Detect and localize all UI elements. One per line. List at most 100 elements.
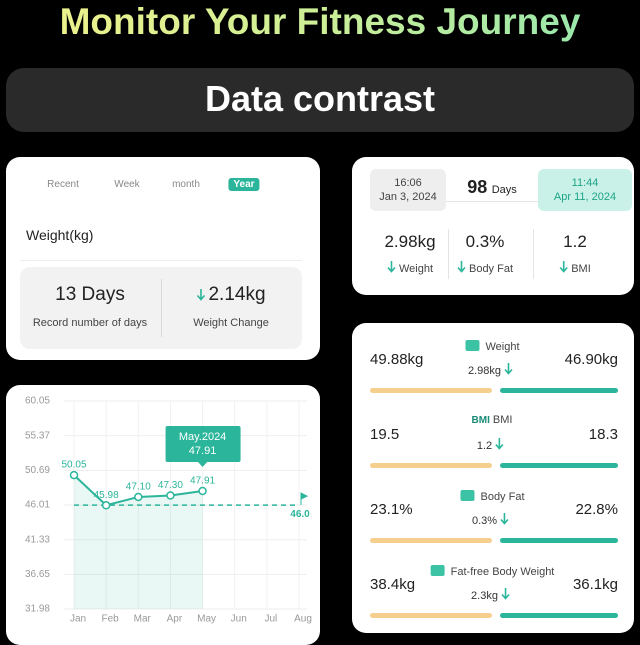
x-tick-label: May bbox=[197, 614, 216, 625]
x-tick-label: Aug bbox=[294, 614, 312, 625]
y-tick-label: 55.37 bbox=[25, 430, 50, 441]
row-icon: BMI bbox=[471, 415, 490, 426]
stat-label: Record number of days bbox=[32, 317, 148, 329]
row-change: 0.3% bbox=[472, 513, 512, 527]
x-tick-label: Apr bbox=[167, 614, 183, 625]
duration-value: 98 bbox=[467, 177, 488, 197]
stat-value-text: 13 Days bbox=[55, 284, 125, 305]
point bbox=[101, 501, 111, 510]
row-icon bbox=[430, 565, 445, 576]
change-label-text: Body Fat bbox=[468, 263, 514, 275]
down-arrow bbox=[559, 261, 568, 273]
tab[interactable]: Week bbox=[114, 179, 140, 190]
divider bbox=[448, 229, 449, 279]
target-flag bbox=[300, 492, 309, 506]
summary-card: Weight(kg) 13 Days Record number of days 2… bbox=[6, 157, 320, 360]
point bbox=[166, 491, 175, 500]
x-tick-label: Jul bbox=[264, 614, 277, 625]
row-start: 23.1% bbox=[370, 501, 413, 518]
end-date: Apr 11, 2024 bbox=[553, 191, 617, 203]
tooltip-value: 47.91 bbox=[189, 445, 217, 457]
down-arrow bbox=[495, 438, 504, 450]
row-label: Weight bbox=[485, 341, 520, 353]
x-tick-label: Feb bbox=[102, 614, 120, 625]
x-tick-label: Mar bbox=[134, 614, 152, 625]
value-label: 47.91 bbox=[190, 476, 215, 487]
change-value: 1.2 bbox=[563, 232, 587, 251]
period-card: 16:06 Jan 3, 2024 11:44 Apr 11, 2024 98 … bbox=[352, 157, 634, 295]
down-arrow bbox=[500, 513, 509, 525]
stat-value-text: 2.14kg bbox=[208, 284, 266, 305]
row-label: Body Fat bbox=[480, 491, 525, 503]
tooltip-title: May.2024 bbox=[179, 431, 227, 443]
change-label-text: Weight bbox=[398, 263, 434, 275]
row-change-text: 0.3% bbox=[471, 515, 498, 527]
row-end: 46.90kg bbox=[564, 351, 618, 368]
down-arrow bbox=[504, 363, 513, 375]
y-tick-label: 60.05 bbox=[25, 396, 50, 407]
y-tick-label: 41.33 bbox=[25, 534, 50, 545]
row-label: Fat-free Body Weight bbox=[450, 566, 555, 578]
row-heading: Body Fat bbox=[459, 489, 525, 503]
row-label: BMI bbox=[492, 414, 513, 426]
banner: Data contrast bbox=[6, 68, 634, 132]
row-change-text: 1.2 bbox=[476, 440, 493, 452]
row-change: 2.3kg bbox=[471, 588, 513, 602]
separator bbox=[20, 260, 302, 261]
start-bar bbox=[370, 613, 492, 618]
stat-value: 2.14kg bbox=[196, 284, 266, 306]
value-label: 47.10 bbox=[126, 482, 151, 493]
target-label: 46.0 bbox=[290, 509, 310, 520]
row-change-text: 2.3kg bbox=[471, 590, 498, 602]
end-bar bbox=[500, 613, 618, 618]
tab[interactable]: Year bbox=[228, 178, 260, 191]
y-tick-label: 31.98 bbox=[25, 604, 50, 615]
duration: 98 Days bbox=[467, 177, 517, 198]
start-box bbox=[370, 169, 446, 211]
row-start: 49.88kg bbox=[370, 351, 424, 368]
y-tick-label: 46.01 bbox=[25, 500, 50, 511]
row-end: 22.8% bbox=[575, 501, 618, 518]
x-tick-label: Jan bbox=[70, 614, 86, 625]
start-time: 16:06 bbox=[394, 177, 422, 189]
row-icon bbox=[460, 490, 475, 501]
end-bar bbox=[500, 388, 618, 393]
stats-box: 13 Days Record number of days 2.14kg Weight… bbox=[20, 267, 302, 349]
chart: 60.05 55.37 50.69 46.01 41.33 36.65 31.98 Jan Fe… bbox=[25, 396, 312, 625]
comparison-card: 49.88kg 46.90kg Weight 2.98kg 19.5 18.3 BMI BMI… bbox=[352, 323, 634, 633]
page-title: Monitor Your Fitness Journey bbox=[0, 0, 640, 44]
divider bbox=[533, 229, 534, 279]
change-label: Body Fat bbox=[457, 261, 513, 275]
point bbox=[134, 492, 143, 502]
tab[interactable]: month bbox=[172, 179, 200, 190]
chart-card: 60.05 55.37 50.69 46.01 41.33 36.65 31.98 Jan Fe… bbox=[6, 385, 320, 645]
value-label: 45.98 bbox=[94, 490, 119, 501]
row-icon bbox=[465, 340, 480, 351]
start-bar bbox=[370, 463, 492, 468]
duration-unit: Days bbox=[491, 184, 517, 196]
value-label: 50.05 bbox=[61, 460, 86, 471]
end-time: 11:44 bbox=[571, 177, 599, 189]
separator bbox=[446, 201, 538, 202]
x-tick-label: Jun bbox=[231, 614, 247, 625]
change-label: Weight bbox=[387, 261, 433, 275]
y-tick-label: 36.65 bbox=[25, 569, 50, 580]
row-start: 19.5 bbox=[370, 426, 400, 443]
row-heading: Weight bbox=[464, 339, 520, 353]
change-label-text: BMI bbox=[571, 263, 591, 275]
stat-label: Weight Change bbox=[193, 317, 269, 329]
change-value: 0.3% bbox=[465, 232, 505, 251]
start-bar bbox=[370, 538, 492, 543]
end-box bbox=[538, 169, 632, 211]
change-label: BMI bbox=[559, 261, 591, 275]
point bbox=[69, 470, 79, 480]
down-arrow bbox=[457, 261, 466, 273]
value-label: 47.30 bbox=[158, 480, 183, 491]
end-bar bbox=[500, 538, 618, 543]
start-bar bbox=[370, 388, 492, 393]
down-arrow bbox=[387, 261, 396, 273]
row-heading: BMI BMI bbox=[472, 414, 513, 426]
stat-value: 13 Days bbox=[55, 284, 125, 306]
tab[interactable]: Recent bbox=[47, 179, 79, 190]
